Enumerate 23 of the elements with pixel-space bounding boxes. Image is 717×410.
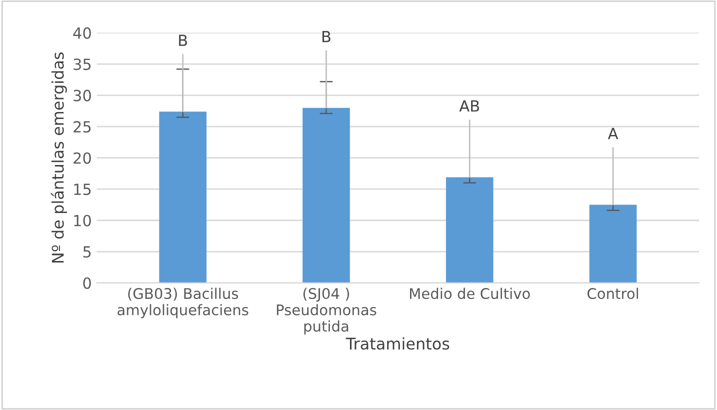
y-tick-label: 30 — [74, 90, 91, 102]
x-tick-label: (SJ04 ) Pseudomonas putida — [276, 288, 376, 335]
bar — [446, 177, 494, 283]
annotation: A — [608, 128, 618, 140]
annotation: AB — [459, 100, 480, 112]
y-tick-label: 15 — [74, 184, 91, 196]
bar — [589, 204, 637, 283]
y-tick-label: 5 — [83, 246, 91, 258]
bar — [302, 108, 350, 283]
x-axis-title: Tratamientos — [346, 337, 450, 350]
annotation: B — [322, 31, 330, 42]
y-tick-label: 40 — [73, 27, 91, 39]
x-tick-label: Control — [588, 288, 638, 300]
bar — [159, 112, 206, 283]
y-tick-label: 20 — [74, 152, 91, 164]
y-axis-title: Nº de plántulas emergidas — [50, 52, 67, 262]
x-tick-label: Medio de Cultivo — [410, 288, 530, 300]
x-tick-label: (GB03) Bacillus amyloliquefaciens — [118, 288, 248, 318]
annotation: B — [179, 34, 187, 46]
y-tick-label: 0 — [83, 277, 91, 289]
y-tick-label: 25 — [74, 121, 91, 133]
y-tick-label: 10 — [74, 214, 91, 226]
y-tick-label: 35 — [74, 58, 91, 70]
